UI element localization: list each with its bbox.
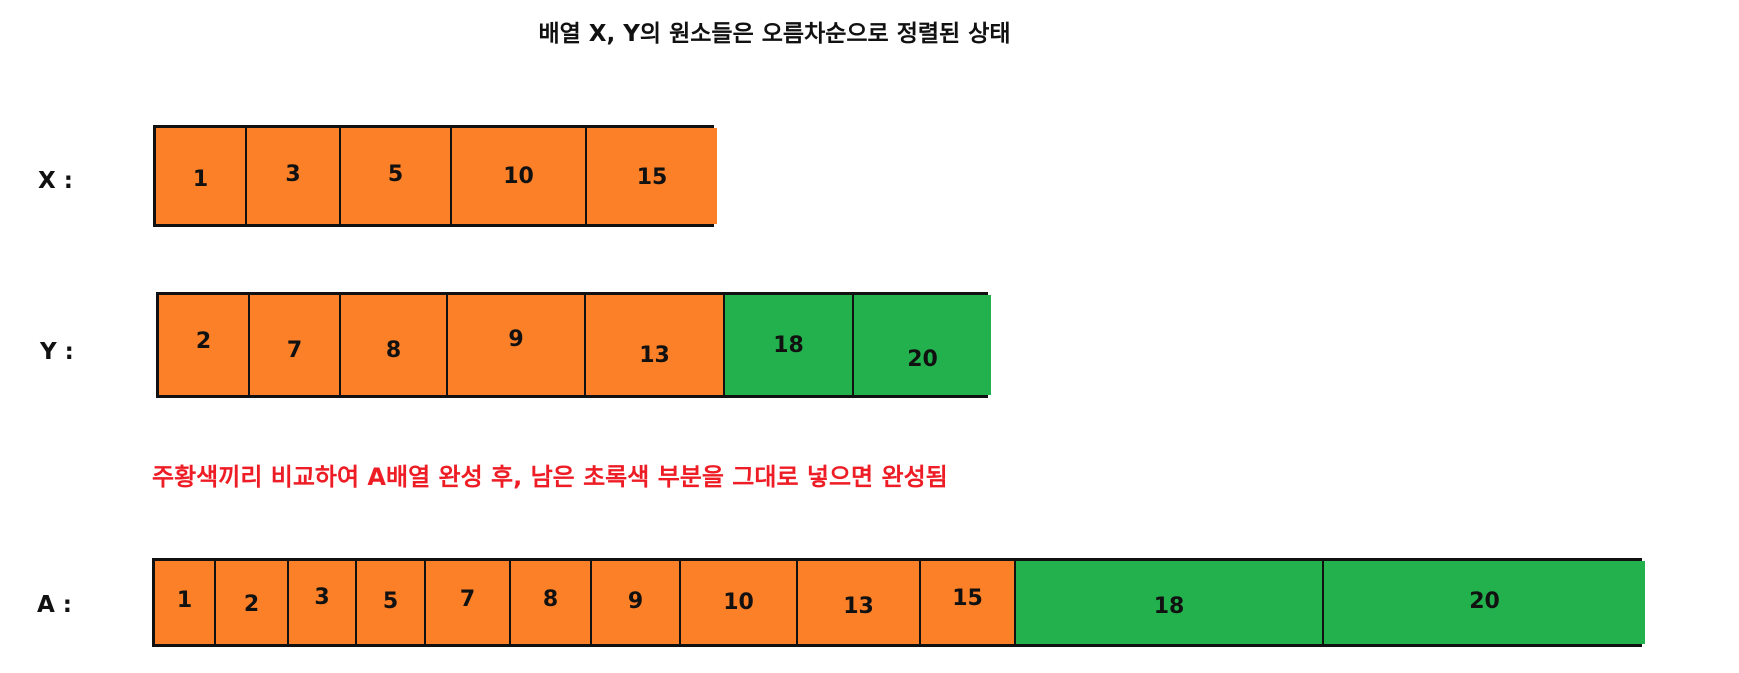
- cell-value: 8: [542, 587, 559, 612]
- cell-value: 2: [243, 592, 260, 617]
- cell-value: 10: [723, 590, 754, 615]
- array-a-cell: 3: [289, 561, 357, 644]
- array-x-cell: 15: [587, 128, 717, 224]
- array-x: 1 3 5 10 15: [153, 125, 717, 227]
- cell-value: 1: [192, 166, 209, 192]
- cell-value: 20: [907, 346, 938, 372]
- cell-value: 7: [286, 337, 303, 363]
- array-a-cell: 15: [921, 561, 1016, 644]
- cell-value: 15: [636, 164, 668, 190]
- array-y: 2 7 8 9 13 18 20: [156, 292, 991, 398]
- cell-value: 15: [952, 586, 983, 611]
- cell-value: 3: [314, 585, 330, 610]
- explanation-note: 주황색끼리 비교하여 A배열 완성 후, 남은 초록색 부분을 그대로 넣으면 …: [152, 463, 948, 491]
- cell-value: 20: [1469, 589, 1500, 614]
- cell-value: 13: [639, 342, 670, 368]
- array-a-cell: 18: [1016, 561, 1324, 644]
- array-a-cell: 20: [1324, 561, 1645, 644]
- cell-value: 9: [508, 326, 524, 352]
- array-y-cell: 18: [725, 295, 854, 395]
- cell-value: 3: [285, 161, 301, 187]
- array-x-cell: 10: [452, 128, 587, 224]
- cell-value: 2: [195, 328, 212, 354]
- array-a-cell: 2: [216, 561, 289, 644]
- array-a-cell: 7: [426, 561, 511, 644]
- array-y-cell: 13: [586, 295, 725, 395]
- array-a-cell: 1: [155, 561, 216, 644]
- cell-value: 5: [382, 589, 399, 614]
- cell-value: 1: [176, 588, 193, 613]
- cell-value: 7: [459, 587, 476, 612]
- array-a-cell: 10: [681, 561, 798, 644]
- array-a: 1 2 3 5 7 8 9 10 13 15 18 20: [152, 558, 1645, 647]
- array-y-cell: 20: [854, 295, 991, 395]
- array-a-cell: 13: [798, 561, 921, 644]
- cell-value: 13: [843, 594, 874, 619]
- array-y-cell: 9: [448, 295, 586, 395]
- array-a-cell: 5: [357, 561, 426, 644]
- array-x-cell: 1: [156, 128, 247, 224]
- array-x-cell: 3: [247, 128, 341, 224]
- array-a-cell: 8: [511, 561, 592, 644]
- array-y-cell: 7: [250, 295, 341, 395]
- array-y-cell: 2: [159, 295, 250, 395]
- array-x-label: X :: [38, 168, 73, 194]
- array-y-label: Y :: [40, 339, 74, 365]
- cell-value: 9: [627, 589, 644, 614]
- array-a-label: A :: [37, 592, 73, 618]
- cell-value: 5: [387, 161, 404, 187]
- diagram-title: 배열 X, Y의 원소들은 오름차순으로 정렬된 상태: [538, 21, 1011, 47]
- array-a-cell: 9: [592, 561, 681, 644]
- cell-value: 10: [503, 163, 534, 189]
- array-y-cell: 8: [341, 295, 448, 395]
- cell-value: 18: [1153, 594, 1185, 619]
- cell-value: 8: [385, 337, 402, 363]
- array-x-cell: 5: [341, 128, 452, 224]
- cell-value: 18: [773, 332, 804, 358]
